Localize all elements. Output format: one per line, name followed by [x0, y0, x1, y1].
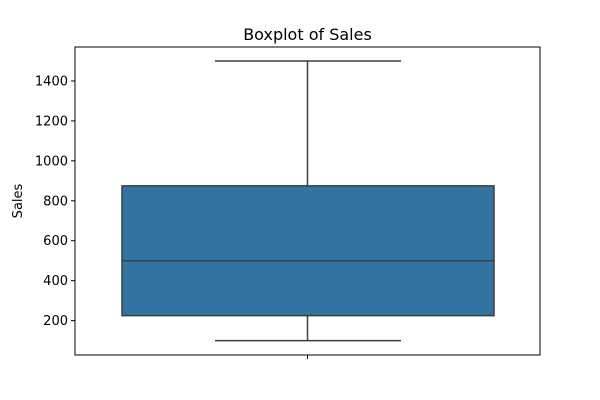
y-tick-label: 200 [43, 314, 68, 329]
y-tick-label: 600 [43, 234, 68, 249]
y-tick-label: 1400 [35, 74, 68, 89]
iqr-box [121, 185, 495, 317]
y-tick-label: 1200 [35, 114, 68, 129]
y-axis-label: Sales [11, 183, 26, 218]
y-tick-label: 800 [43, 194, 68, 209]
plot-area: 200 400 600 800 1000 1200 1400 [35, 46, 541, 359]
y-tick-label: 400 [43, 274, 68, 289]
y-tick-label: 1000 [35, 154, 68, 169]
chart-title: Boxplot of Sales [243, 25, 372, 44]
